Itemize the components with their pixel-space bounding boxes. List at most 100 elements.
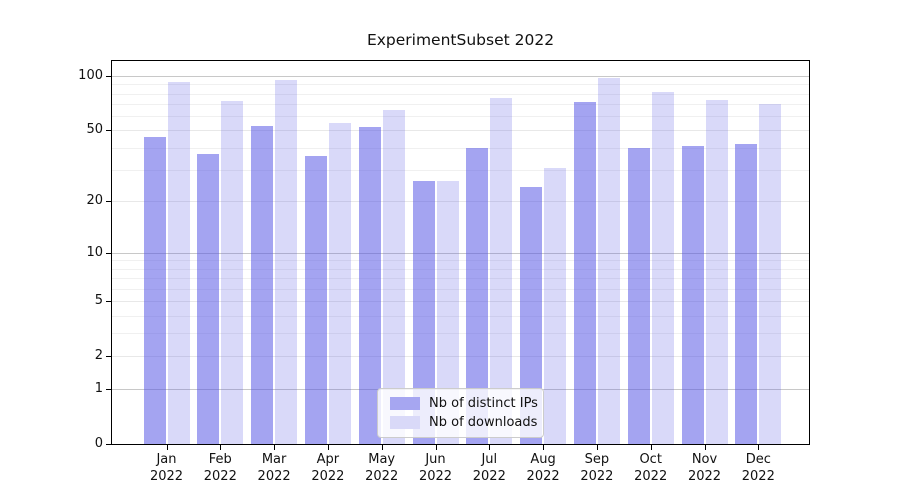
legend-swatch-distinct-ips (390, 397, 420, 410)
x-tick-month: Mar (261, 452, 287, 467)
gridline-y-minor-8 (112, 268, 809, 270)
x-tick-year: 2022 (741, 469, 775, 484)
x-tick-nov-2022 (704, 445, 706, 450)
bar-nb-of-distinct-ips-aug-2022 (520, 187, 543, 444)
x-tick-label-jan-2022: Jan 2022 (136, 451, 198, 485)
x-tick-sep-2022 (596, 445, 598, 450)
gridline-y-20 (112, 201, 809, 203)
x-tick-label-jun-2022: Jun 2022 (405, 451, 467, 485)
x-tick-may-2022 (381, 445, 383, 450)
x-tick-month: Jan (156, 452, 177, 467)
bar-nb-of-distinct-ips-sep-2022 (573, 101, 596, 444)
bar-nb-of-distinct-ips-may-2022 (358, 127, 381, 444)
y-tick-50 (106, 130, 111, 132)
x-tick-month: Aug (530, 452, 556, 467)
x-tick-month: Sep (584, 452, 610, 467)
x-tick-month: Dec (745, 452, 771, 467)
x-tick-label-may-2022: May 2022 (351, 451, 413, 485)
gridline-y-minor-60 (112, 116, 809, 118)
x-tick-month: Jun (425, 452, 446, 467)
gridline-y-5 (112, 301, 809, 303)
y-tick-10 (106, 252, 111, 254)
bar-nb-of-downloads-jun-2022 (436, 181, 459, 444)
y-tick-20 (106, 201, 111, 203)
y-tick-label-100: 100 (78, 68, 103, 83)
chart-title: ExperimentSubset 2022 (366, 31, 555, 49)
gridline-y-minor-40 (112, 147, 809, 149)
top-spine (111, 60, 810, 61)
y-tick-label-2: 2 (94, 348, 103, 364)
legend-item-distinct-ips: Nb of distinct IPs (390, 396, 543, 411)
x-tick-month: Feb (208, 452, 232, 467)
bar-nb-of-downloads-feb-2022 (221, 100, 244, 444)
x-tick-month: Jul (481, 452, 498, 467)
x-tick-year: 2022 (149, 469, 184, 484)
x-tick-jan-2022 (166, 445, 168, 450)
x-tick-year: 2022 (687, 469, 722, 484)
x-tick-label-apr-2022: Apr 2022 (297, 451, 359, 485)
gridline-y-minor-70 (112, 104, 809, 106)
y-tick-label-10: 10 (86, 244, 103, 260)
bar-nb-of-distinct-ips-apr-2022 (304, 156, 327, 444)
x-tick-label-feb-2022: Feb 2022 (189, 451, 251, 485)
gridline-y-minor-6 (112, 288, 809, 290)
y-tick-2 (106, 356, 111, 358)
gridline-y-minor-3 (112, 333, 809, 335)
bar-nb-of-distinct-ips-nov-2022 (681, 145, 704, 444)
x-tick-jun-2022 (435, 445, 437, 450)
x-tick-label-oct-2022: Oct 2022 (620, 451, 682, 485)
x-tick-year: 2022 (257, 469, 291, 484)
x-tick-month: Apr (316, 452, 340, 467)
x-tick-month: Oct (639, 452, 662, 467)
x-tick-month: May (368, 452, 396, 467)
bar-nb-of-distinct-ips-feb-2022 (197, 153, 220, 444)
x-tick-label-nov-2022: Nov 2022 (674, 451, 736, 485)
x-tick-year: 2022 (311, 469, 345, 484)
bar-nb-of-downloads-aug-2022 (544, 167, 567, 444)
legend-label-distinct-ips: Nb of distinct IPs (429, 396, 538, 411)
y-tick-5 (106, 301, 111, 303)
x-tick-label-mar-2022: Mar 2022 (243, 451, 305, 485)
y-tick-label-50: 50 (86, 122, 103, 138)
legend-label-downloads: Nb of downloads (429, 415, 538, 430)
bar-nb-of-downloads-apr-2022 (328, 123, 351, 444)
legend-swatch-downloads (390, 416, 420, 429)
bar-nb-of-downloads-sep-2022 (597, 78, 620, 444)
x-tick-year: 2022 (472, 469, 506, 484)
gridline-y-50 (112, 130, 809, 132)
x-tick-apr-2022 (327, 445, 329, 450)
gridline-y-minor-80 (112, 93, 809, 95)
bar-nb-of-distinct-ips-jul-2022 (466, 147, 489, 444)
y-tick-label-5: 5 (94, 293, 103, 309)
bar-nb-of-distinct-ips-oct-2022 (627, 147, 650, 444)
gridline-y-minor-4 (112, 315, 809, 317)
bar-nb-of-distinct-ips-jun-2022 (412, 181, 435, 444)
y-tick-0 (106, 444, 111, 445)
legend-item-downloads: Nb of downloads (390, 415, 543, 430)
bar-nb-of-downloads-oct-2022 (651, 91, 674, 444)
x-tick-label-aug-2022: Aug 2022 (512, 451, 574, 485)
x-tick-month: Nov (691, 452, 718, 467)
legend: Nb of distinct IPs Nb of downloads (377, 388, 544, 438)
bar-nb-of-distinct-ips-mar-2022 (251, 125, 274, 444)
x-tick-aug-2022 (543, 445, 545, 450)
gridline-y-100 (112, 76, 809, 77)
bar-nb-of-downloads-mar-2022 (275, 80, 298, 444)
x-tick-mar-2022 (274, 445, 276, 450)
x-tick-year: 2022 (526, 469, 560, 484)
x-tick-feb-2022 (220, 445, 222, 450)
bar-nb-of-downloads-jan-2022 (167, 81, 190, 444)
x-tick-oct-2022 (650, 445, 652, 450)
x-tick-year: 2022 (203, 469, 237, 484)
x-tick-label-sep-2022: Sep 2022 (566, 451, 628, 485)
gridline-y-2 (112, 356, 809, 358)
x-tick-dec-2022 (758, 445, 760, 450)
right-spine (809, 61, 810, 445)
y-tick-1 (106, 388, 111, 390)
y-tick-label-1: 1 (94, 380, 103, 396)
gridline-y-10 (112, 252, 809, 254)
gridline-y-minor-90 (112, 84, 809, 86)
x-tick-jul-2022 (489, 445, 491, 450)
x-tick-year: 2022 (634, 469, 668, 484)
gridline-y-minor-9 (112, 260, 809, 262)
